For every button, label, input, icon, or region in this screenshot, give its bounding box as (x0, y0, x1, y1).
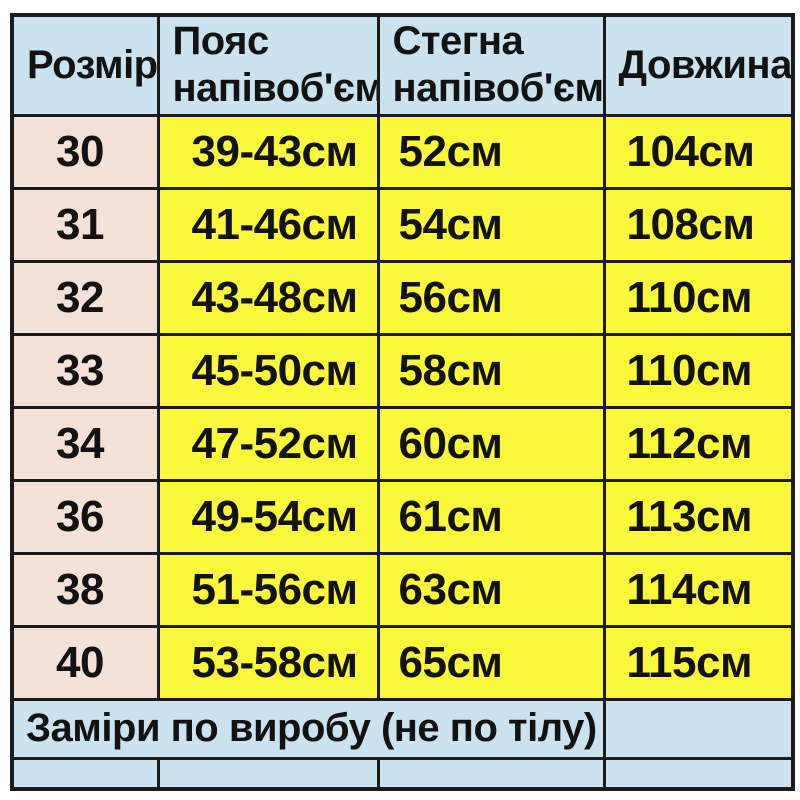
col-header-hips: Стегна напівоб'єм (376, 13, 606, 117)
length-cell: 104см (602, 113, 795, 190)
hips-cell: 63см (376, 551, 606, 628)
hips-cell: 58см (376, 332, 606, 409)
size-cell: 31 (10, 186, 160, 263)
size-cell: 30 (10, 113, 160, 190)
hips-cell: 65см (376, 624, 606, 701)
footer-note: Заміри по виробу (не по тілу) (10, 697, 606, 760)
size-cell: 32 (10, 259, 160, 336)
table-row-size-38: 38 51-56см 63см 114см (10, 551, 795, 628)
table-row-size-40: 40 53-58см 65см 115см (10, 624, 795, 701)
waist-cell: 43-48см (156, 259, 380, 336)
footer-empty-cell (602, 697, 795, 760)
table-row-size-33: 33 45-50см 58см 110см (10, 332, 795, 409)
length-cell: 115см (602, 624, 795, 701)
size-cell: 36 (10, 478, 160, 555)
waist-cell: 49-54см (156, 478, 380, 555)
table-row-size-34: 34 47-52см 60см 112см (10, 405, 795, 482)
hips-cell: 54см (376, 186, 606, 263)
waist-cell: 41-46см (156, 186, 380, 263)
waist-cell: 45-50см (156, 332, 380, 409)
length-cell: 110см (602, 259, 795, 336)
size-cell: 33 (10, 332, 160, 409)
length-cell: 112см (602, 405, 795, 482)
hips-cell: 60см (376, 405, 606, 482)
header-row: Розмір Пояс напівоб'єм Стегна напівоб'єм… (10, 13, 795, 117)
col-header-length: Довжина (602, 13, 795, 117)
size-cell: 40 (10, 624, 160, 701)
footer-note-row: Заміри по виробу (не по тілу) (10, 697, 795, 760)
table-row-size-36: 36 49-54см 61см 113см (10, 478, 795, 555)
length-cell: 113см (602, 478, 795, 555)
col-header-waist: Пояс напівоб'єм (156, 13, 380, 117)
bottom-empty-cell (602, 756, 795, 791)
hips-cell: 61см (376, 478, 606, 555)
length-cell: 108см (602, 186, 795, 263)
bottom-empty-row (10, 756, 795, 791)
bottom-empty-cell (376, 756, 606, 791)
col-header-size: Розмір (10, 13, 160, 117)
waist-cell: 39-43см (156, 113, 380, 190)
table-row-size-30: 30 39-43см 52см 104см (10, 113, 795, 190)
length-cell: 114см (602, 551, 795, 628)
size-cell: 38 (10, 551, 160, 628)
hips-cell: 52см (376, 113, 606, 190)
waist-cell: 47-52см (156, 405, 380, 482)
table-row-size-32: 32 43-48см 56см 110см (10, 259, 795, 336)
hips-cell: 56см (376, 259, 606, 336)
bottom-empty-cell (10, 756, 160, 791)
size-cell: 34 (10, 405, 160, 482)
waist-cell: 51-56см (156, 551, 380, 628)
length-cell: 110см (602, 332, 795, 409)
size-chart-table: Розмір Пояс напівоб'єм Стегна напівоб'єм… (10, 13, 795, 791)
waist-cell: 53-58см (156, 624, 380, 701)
bottom-empty-cell (156, 756, 380, 791)
table-row-size-31: 31 41-46см 54см 108см (10, 186, 795, 263)
